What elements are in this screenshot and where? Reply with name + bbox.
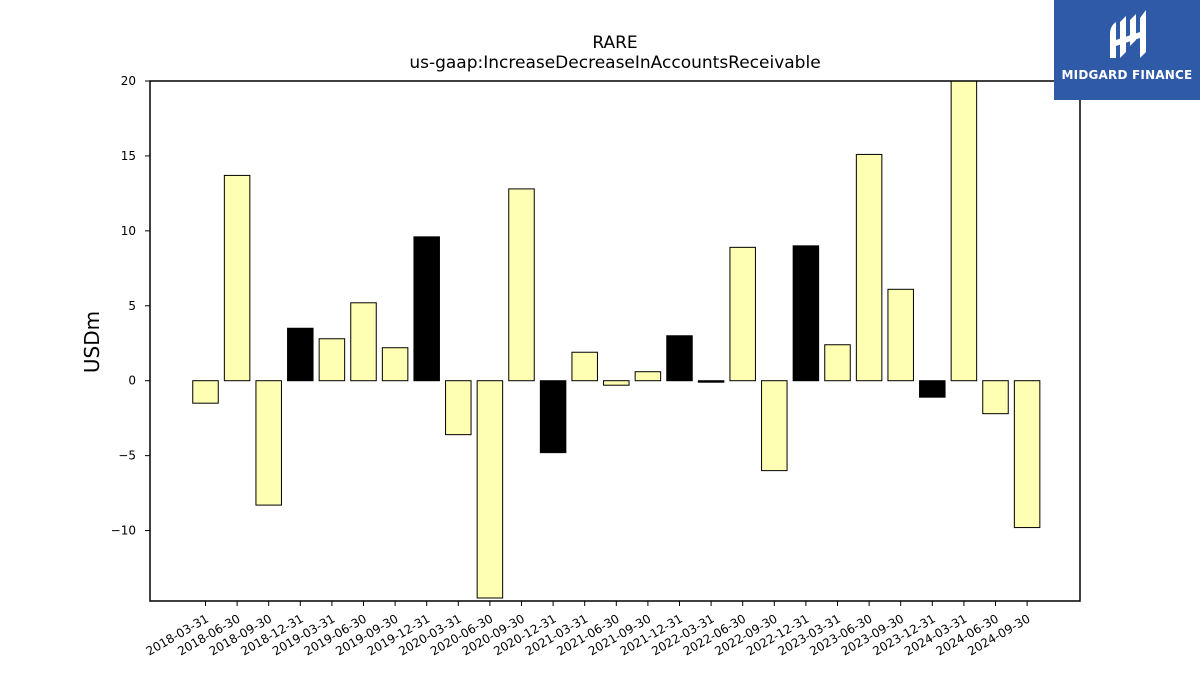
bar bbox=[824, 344, 851, 382]
bar bbox=[982, 380, 1009, 415]
bar bbox=[855, 153, 883, 382]
bar bbox=[697, 380, 725, 383]
bar bbox=[381, 347, 409, 382]
bar bbox=[634, 371, 662, 382]
y-tick-label: −5 bbox=[118, 449, 136, 463]
bar bbox=[539, 380, 567, 454]
bar bbox=[887, 288, 914, 382]
bar bbox=[919, 380, 946, 398]
bar bbox=[287, 327, 314, 382]
bar bbox=[476, 380, 504, 599]
chart-subtitle: us-gaap:IncreaseDecreaseInAccountsReceiv… bbox=[409, 53, 820, 73]
x-axis-ticks: 2018-03-312018-06-302018-09-302018-12-31… bbox=[144, 601, 1033, 658]
bars-group bbox=[192, 80, 1041, 599]
bar bbox=[571, 351, 598, 382]
y-tick-label: 20 bbox=[121, 74, 136, 88]
y-tick-label: 10 bbox=[121, 224, 136, 238]
y-tick-label: 0 bbox=[128, 374, 136, 388]
bar bbox=[729, 246, 756, 382]
y-tick-label: −10 bbox=[111, 524, 136, 538]
bar bbox=[445, 380, 472, 436]
bar bbox=[223, 174, 251, 382]
midgard-finance-logo: MIDGARD FINANCE bbox=[1054, 0, 1200, 100]
bar bbox=[350, 302, 377, 382]
bar bbox=[603, 380, 630, 386]
y-tick-label: 15 bbox=[121, 149, 136, 163]
bar bbox=[255, 380, 282, 506]
brand-name: MIDGARD FINANCE bbox=[1061, 68, 1193, 82]
bar bbox=[508, 188, 535, 382]
bar bbox=[318, 338, 346, 382]
bar bbox=[1013, 380, 1041, 529]
bar bbox=[792, 245, 820, 382]
bar bbox=[950, 80, 978, 382]
y-axis-label: USDm bbox=[80, 311, 104, 373]
chart-title: RARE bbox=[592, 33, 637, 53]
y-tick-label: 5 bbox=[128, 299, 136, 313]
plot-frame bbox=[149, 80, 1081, 602]
midgard-mark-icon bbox=[1110, 10, 1146, 58]
bar bbox=[666, 335, 693, 382]
bar bbox=[761, 380, 788, 472]
y-axis-ticks: −10 −5 0 5 10 15 20 bbox=[111, 74, 150, 538]
bar bbox=[192, 380, 219, 404]
bar bbox=[413, 236, 440, 382]
